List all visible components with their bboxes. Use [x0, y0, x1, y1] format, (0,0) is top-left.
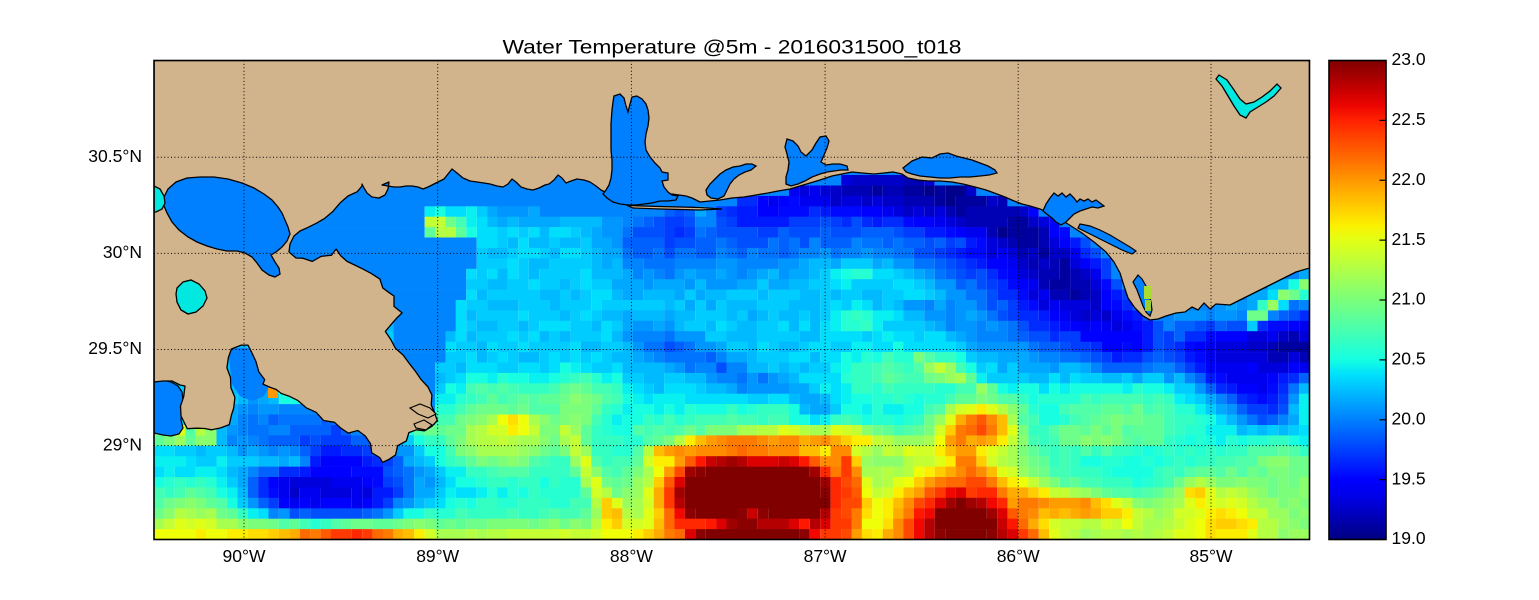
svg-text:19.5: 19.5 [1392, 468, 1426, 488]
svg-text:86°W: 86°W [997, 546, 1040, 566]
svg-text:89°W: 89°W [416, 546, 459, 566]
svg-text:21.5: 21.5 [1392, 229, 1426, 249]
svg-text:30.5°N: 30.5°N [88, 146, 142, 166]
svg-text:87°W: 87°W [804, 546, 847, 566]
svg-text:85°W: 85°W [1190, 546, 1233, 566]
svg-text:20.0: 20.0 [1392, 408, 1426, 428]
svg-text:29.5°N: 29.5°N [88, 338, 142, 358]
svg-text:Water Temperature @5m - 201603: Water Temperature @5m - 2016031500_t018 [503, 38, 962, 59]
svg-text:23.0: 23.0 [1392, 49, 1426, 69]
svg-text:88°W: 88°W [610, 546, 653, 566]
svg-text:20.5: 20.5 [1392, 349, 1426, 369]
svg-text:22.5: 22.5 [1392, 109, 1426, 129]
svg-text:90°W: 90°W [223, 546, 266, 566]
svg-text:22.0: 22.0 [1392, 169, 1426, 189]
svg-text:21.0: 21.0 [1392, 289, 1426, 309]
svg-text:30°N: 30°N [103, 242, 142, 262]
svg-text:29°N: 29°N [103, 434, 142, 454]
svg-text:19.0: 19.0 [1392, 528, 1426, 548]
